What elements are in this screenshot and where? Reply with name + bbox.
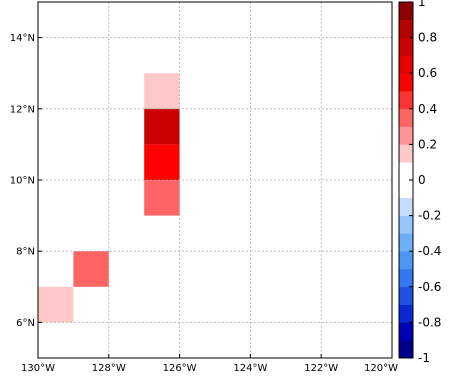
heatmap-cell (144, 144, 180, 180)
colorbar-level (399, 19, 413, 38)
colorbar-level (399, 304, 413, 323)
x-tick-label: 126°W (163, 363, 197, 374)
y-tick-label: 6°N (16, 318, 35, 329)
colorbar-tick-label: 0.8 (418, 31, 437, 45)
heatmap-cell (144, 73, 180, 109)
colorbar-level (399, 322, 413, 341)
colorbar-level (399, 162, 413, 181)
heatmap-cell (144, 108, 180, 145)
colorbar-level (399, 340, 413, 359)
colorbar-level (399, 73, 413, 92)
colorbar: -1 -0.8 -0.6 -0.4 -0.2 0 0.2 0.4 0.6 0.8 1 (398, 0, 441, 365)
x-axis: 130°W 128°W 126°W 124°W 122°W 120°W (21, 354, 398, 374)
colorbar-level (399, 233, 413, 252)
colorbar-tick-label: 0.4 (418, 102, 437, 116)
heatmap-cell (73, 251, 109, 287)
colorbar-tick-label: -1 (418, 351, 430, 365)
colorbar-tick-label: -0.2 (418, 209, 441, 223)
heatmap-cell (38, 286, 74, 323)
y-tick-label: 14°N (10, 33, 35, 44)
colorbar-level (399, 286, 413, 305)
colorbar-tick-label: 1 (418, 0, 426, 9)
colorbar-tick-label: -0.6 (418, 280, 441, 294)
x-tick-label: 122°W (304, 363, 338, 374)
x-tick-label: 124°W (233, 363, 267, 374)
colorbar-tick-label: 0.2 (418, 137, 437, 151)
y-tick-label: 10°N (10, 176, 35, 187)
colorbar-level (399, 2, 413, 21)
colorbar-level (399, 144, 413, 163)
colorbar-level (399, 126, 413, 145)
colorbar-level (399, 269, 413, 288)
heatmap-cell (144, 180, 180, 216)
colorbar-level (399, 37, 413, 56)
colorbar-level (399, 108, 413, 127)
colorbar-level (399, 215, 413, 234)
colorbar-level (399, 180, 413, 199)
y-axis: 6°N 8°N 10°N 12°N 14°N (10, 33, 42, 329)
x-tick-label: 128°W (92, 363, 126, 374)
cells-layer (38, 73, 180, 323)
x-tick-label: 130°W (21, 363, 55, 374)
colorbar-tick-label: 0.6 (418, 66, 437, 80)
colorbar-tick-label: 0 (418, 173, 426, 187)
colorbar-tick-label: -0.8 (418, 315, 441, 329)
grid-layer (37, 2, 393, 358)
colorbar-level (399, 197, 413, 216)
colorbar-level (399, 55, 413, 74)
y-tick-label: 12°N (10, 104, 35, 115)
colorbar-tick-label: -0.4 (418, 244, 441, 258)
colorbar-level (399, 91, 413, 110)
x-tick-label: 120°W (364, 363, 398, 374)
y-tick-label: 8°N (16, 247, 35, 258)
colorbar-level (399, 251, 413, 270)
